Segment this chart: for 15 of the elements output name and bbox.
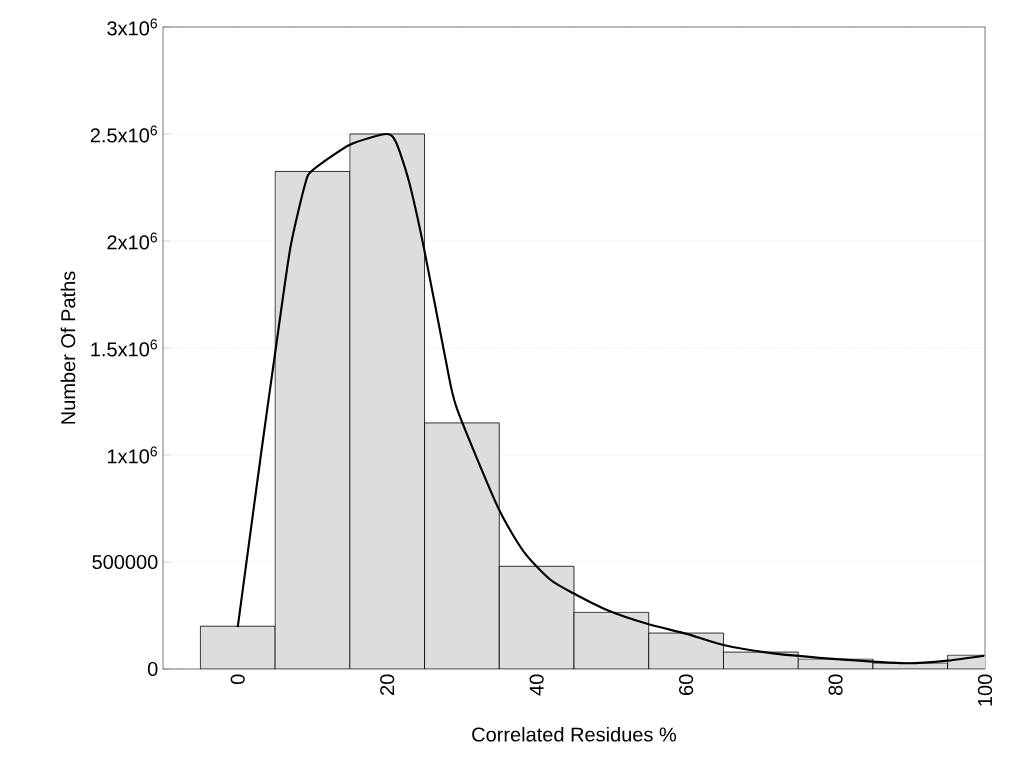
x-tick-label: 60 — [679, 674, 694, 695]
y-tick-label: 3x10$^{6}$ — [107, 18, 158, 36]
x-tick-label: 20 — [380, 674, 395, 695]
y-tick-label: 2x10$^{6}$ — [107, 232, 158, 250]
y-tick-label: 1.5x10$^{6}$ — [91, 339, 158, 357]
y-tick-label: 0 — [147, 661, 158, 677]
y-axis-title: Number Of Paths — [60, 271, 76, 424]
x-tick-label: 40 — [529, 674, 544, 696]
x-axis-title: Correlated Residues % — [472, 726, 677, 742]
y-tick-label: 500000 — [92, 554, 158, 570]
x-tick-label: 80 — [828, 674, 843, 696]
x-tick-label: 100 — [977, 674, 993, 706]
x-tick-label: 0 — [230, 674, 245, 685]
y-tick-label: 1x10$^{6}$ — [107, 446, 158, 464]
y-tick-label: 2.5x10$^{6}$ — [90, 125, 158, 143]
